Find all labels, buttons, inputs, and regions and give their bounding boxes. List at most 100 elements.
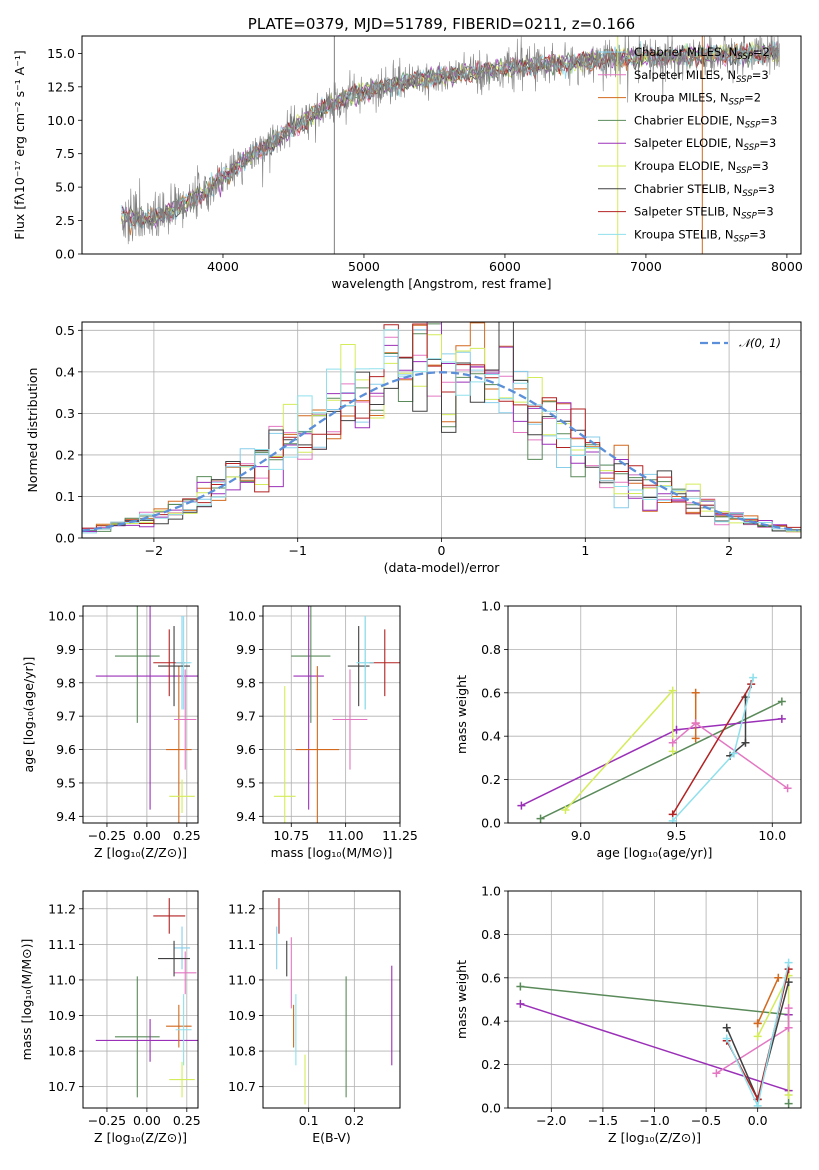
panel-weight_vs_age: 9.0 9.5 10.0 0.0 0.2 0.4 0.6 0.8 1.0 age [log₁₀(a… bbox=[454, 599, 802, 860]
y-tick-label: 9.5 bbox=[236, 775, 256, 790]
axes-frame bbox=[262, 890, 401, 1109]
x-axis-label: age [log₁₀(age/yr)] bbox=[597, 845, 713, 860]
y-tick-label: 1.0 bbox=[481, 599, 501, 614]
weight-marker-chabrier_elodie bbox=[536, 814, 545, 823]
y-tick-label: 11.2 bbox=[48, 901, 76, 916]
x-axis-label: Z [log₁₀(Z/Z⊙)] bbox=[94, 845, 187, 860]
y-tick-label: 9.4 bbox=[236, 809, 256, 824]
axes-frame bbox=[81, 35, 802, 255]
weight-marker-kroupa_elodie bbox=[561, 805, 570, 814]
y-tick-label: 10.0 bbox=[48, 609, 76, 624]
y-tick-label: 7.5 bbox=[55, 146, 75, 161]
legend-entry-chabrier_stelib: Chabrier STELIB, NSSP=3 bbox=[634, 182, 775, 199]
legend-suffix: =2 bbox=[744, 91, 761, 105]
weight-marker-kroupa_elodie bbox=[784, 1090, 793, 1099]
y-tick-label: 10.7 bbox=[228, 1079, 256, 1094]
legend-suffix: =3 bbox=[760, 113, 777, 127]
panel-weight_vs_Z: −2.0 −1.5 −1.0 −0.5 0.0 0.0 0.2 0.4 0.6 0.8 1.0 Z [… bbox=[454, 884, 802, 1145]
weight-marker-salpeter_elodie bbox=[777, 714, 786, 723]
legend-suffix: =3 bbox=[752, 159, 769, 173]
weight-line-salpeter_stelib bbox=[672, 683, 752, 815]
legend-suffix: =3 bbox=[752, 68, 769, 82]
legend-entry-normal: 𝒩(0, 1) bbox=[739, 336, 781, 350]
y-tick-label: 0.2 bbox=[481, 772, 501, 787]
legend-sub: SSP bbox=[741, 212, 757, 222]
legend-label: Kroupa ELODIE, N bbox=[634, 159, 736, 173]
legend-label: Salpeter ELODIE, N bbox=[634, 136, 744, 150]
x-tick-label: −1.5 bbox=[588, 1113, 618, 1128]
weight-marker-chabrier_stelib bbox=[722, 1023, 731, 1032]
y-tick-label: 10.7 bbox=[48, 1079, 76, 1094]
weight-marker-chabrier_stelib bbox=[741, 738, 750, 747]
legend-label: Chabrier ELODIE, N bbox=[634, 113, 745, 127]
y-tick-label: 0.0 bbox=[55, 531, 75, 546]
y-tick-label: 5.0 bbox=[55, 180, 75, 195]
y-tick-label: 11.1 bbox=[48, 937, 76, 952]
weight-marker-kroupa_stelib bbox=[784, 958, 793, 967]
weight-marker-salpeter_miles bbox=[783, 784, 792, 793]
y-tick-label: 0.2 bbox=[55, 447, 75, 462]
legend-suffix: =3 bbox=[757, 205, 774, 219]
weight-marker-kroupa_elodie bbox=[668, 747, 677, 756]
legend-entry-salpeter_elodie: Salpeter ELODIE, NSSP=3 bbox=[634, 136, 776, 153]
legend-suffix: =3 bbox=[759, 136, 776, 150]
weight-line-kroupa_elodie bbox=[564, 688, 674, 811]
x-tick-label: 2 bbox=[725, 543, 733, 558]
y-tick-label: 10.0 bbox=[228, 609, 256, 624]
weight-marker-salpeter_miles bbox=[784, 1023, 793, 1032]
x-tick-label: 0.25 bbox=[173, 828, 201, 843]
y-axis-label: mass [log₁₀(M/M⊙)] bbox=[19, 939, 34, 1061]
x-tick-label: 7000 bbox=[630, 259, 662, 274]
legend-sub: SSP bbox=[729, 98, 745, 108]
weight-line-salpeter_elodie bbox=[521, 718, 782, 807]
legend-label: Kroupa STELIB, N bbox=[634, 227, 734, 241]
x-tick-label: −2.0 bbox=[536, 1113, 566, 1128]
weight-marker-kroupa_stelib bbox=[749, 673, 758, 682]
y-tick-label: 10.0 bbox=[47, 113, 75, 128]
plot-area-residuals bbox=[82, 322, 801, 538]
y-tick-label: 9.7 bbox=[56, 709, 76, 724]
y-tick-label: 9.9 bbox=[56, 642, 76, 657]
histogram-salpeter_stelib bbox=[82, 323, 801, 538]
axes-frame bbox=[82, 890, 199, 1109]
weight-marker-chabrier_elodie bbox=[784, 1099, 793, 1108]
y-tick-label: 0.0 bbox=[55, 247, 75, 262]
x-tick-label: 10.75 bbox=[273, 828, 309, 843]
weight-marker-kroupa_stelib bbox=[753, 1101, 762, 1108]
y-tick-label: 15.0 bbox=[47, 46, 75, 61]
plot-area-mass_vs_ebv bbox=[276, 898, 393, 1105]
weight-marker-kroupa_miles bbox=[774, 973, 783, 982]
y-tick-label: 11.0 bbox=[48, 972, 76, 987]
x-tick-label: 1 bbox=[581, 543, 589, 558]
legend-entry-kroupa_miles: Kroupa MILES, NSSP=2 bbox=[634, 91, 761, 108]
plot-area-weight_vs_Z bbox=[516, 958, 793, 1108]
y-tick-label: 2.5 bbox=[55, 213, 75, 228]
weight-marker-salpeter_elodie bbox=[516, 999, 525, 1008]
plot-area-spectrum bbox=[121, 36, 780, 254]
y-tick-label: 11.1 bbox=[228, 937, 256, 952]
x-tick-label: 0.00 bbox=[133, 1113, 161, 1128]
legend-sub: SSP bbox=[734, 234, 750, 244]
legend-entry-chabrier_elodie: Chabrier ELODIE, NSSP=3 bbox=[634, 113, 777, 130]
x-tick-label: 0.0 bbox=[748, 1113, 768, 1128]
y-tick-label: 0.6 bbox=[481, 970, 501, 985]
x-axis-label: wavelength [Angstrom, rest frame] bbox=[331, 276, 551, 291]
y-tick-label: 11.0 bbox=[228, 972, 256, 987]
legend-label: Salpeter MILES, N bbox=[634, 68, 736, 82]
weight-marker-kroupa_miles bbox=[753, 1019, 762, 1028]
legend-entry-chabrier_miles: Chabrier MILES, NSSP=2 bbox=[634, 45, 770, 62]
x-tick-label: −2 bbox=[145, 543, 163, 558]
chart-title: PLATE=0379, MJD=51789, FIBERID=0211, z=0… bbox=[248, 15, 635, 33]
y-tick-label: 0.6 bbox=[481, 685, 501, 700]
legend-sub: SSP bbox=[736, 75, 752, 85]
legend-sub: SSP bbox=[736, 166, 752, 176]
y-axis-label: mass weight bbox=[454, 675, 469, 754]
y-tick-label: 9.8 bbox=[236, 675, 256, 690]
weight-line-kroupa_miles bbox=[757, 977, 779, 1024]
x-tick-label: −0.25 bbox=[88, 828, 126, 843]
legend-sub: SSP bbox=[744, 143, 760, 153]
weight-marker-kroupa_elodie bbox=[753, 1032, 762, 1041]
weight-marker-salpeter_miles bbox=[668, 738, 677, 747]
legend-entry-salpeter_stelib: Salpeter STELIB, NSSP=3 bbox=[634, 205, 774, 222]
